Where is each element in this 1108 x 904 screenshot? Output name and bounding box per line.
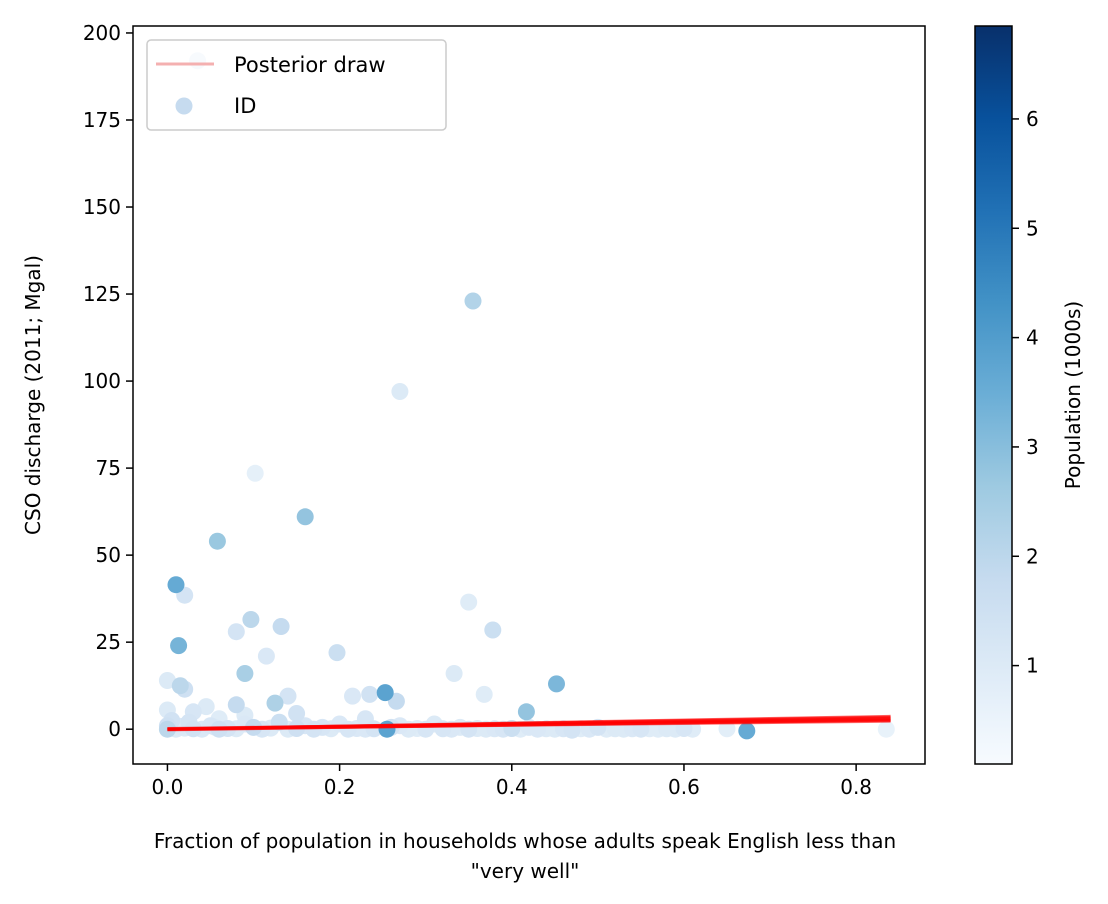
- colorbar-ticks: 1 2 3 4 5 6: [1012, 107, 1039, 678]
- x-tick-label: 0.0: [152, 775, 184, 799]
- scatter-point: [391, 383, 409, 400]
- scatter-point: [517, 703, 535, 721]
- scatter-point: [445, 665, 463, 682]
- scatter-point: [227, 623, 245, 641]
- y-axis-label: CSO discharge (2011; Mgal): [21, 255, 45, 535]
- y-tick-label: 100: [83, 369, 121, 393]
- scatter-point: [170, 637, 188, 655]
- x-axis-label: Fraction of population in households who…: [154, 829, 896, 883]
- x-axis: 0.0 0.2 0.4 0.6 0.8: [152, 764, 872, 799]
- scatter-point: [227, 696, 245, 714]
- scatter-point: [266, 694, 284, 712]
- scatter-point: [158, 672, 176, 689]
- legend-marker-swatch: [175, 97, 193, 115]
- scatter-point: [208, 532, 226, 550]
- scatter-point: [279, 687, 297, 705]
- x-tick-label: 0.8: [840, 775, 872, 799]
- scatter-point: [236, 665, 254, 682]
- colorbar-gradient: [974, 25, 1013, 765]
- colorbar-tick-label: 6: [1026, 107, 1039, 131]
- scatter-point: [171, 677, 189, 695]
- posterior-draw-line: [167, 718, 891, 731]
- scatter-point: [484, 621, 502, 639]
- colorbar-tick-label: 3: [1026, 435, 1039, 459]
- x-tick-label: 0.6: [668, 775, 700, 799]
- scatter-point: [339, 720, 357, 738]
- y-tick-label: 0: [108, 717, 121, 741]
- scatter-point: [718, 720, 736, 738]
- plot-background: [133, 26, 925, 764]
- scatter-point: [738, 722, 756, 740]
- y-tick-label: 50: [96, 543, 121, 567]
- scatter-point: [296, 508, 314, 526]
- y-tick-label: 150: [83, 195, 121, 219]
- scatter-point: [288, 705, 306, 722]
- scatter-point: [158, 720, 176, 738]
- scatter-point: [475, 685, 493, 703]
- colorbar-tick-label: 1: [1026, 654, 1039, 678]
- colorbar: 1 2 3 4 5 6 Population (1000s): [974, 25, 1085, 765]
- legend-label-id: ID: [234, 94, 256, 118]
- scatter-point: [344, 687, 361, 705]
- colorbar-label: Population (1000s): [1061, 301, 1085, 489]
- scatter-point: [460, 593, 478, 611]
- colorbar-tick-label: 2: [1026, 544, 1039, 568]
- scatter-point: [242, 611, 260, 628]
- scatter-point: [328, 644, 346, 662]
- plot-frame: [132, 25, 926, 765]
- plot-area: [132, 25, 926, 765]
- scatter-point: [167, 576, 185, 594]
- y-tick-label: 175: [83, 108, 121, 132]
- scatter-point: [272, 618, 290, 635]
- y-tick-label: 200: [83, 21, 121, 45]
- scatter-point: [257, 647, 275, 665]
- legend-box: [146, 39, 447, 131]
- colorbar-tick-label: 4: [1026, 326, 1039, 350]
- scatter-point: [464, 292, 482, 310]
- x-tick-label: 0.2: [324, 775, 356, 799]
- y-tick-label: 25: [96, 630, 121, 654]
- scatter-point: [361, 685, 379, 703]
- x-axis-label-line-2: "very well": [471, 859, 580, 883]
- y-tick-label: 125: [83, 282, 121, 306]
- scatter-point: [378, 720, 396, 738]
- colorbar-tick-label: 5: [1026, 216, 1039, 240]
- scatter-point: [877, 720, 895, 738]
- scatter-point: [197, 698, 215, 716]
- x-axis-label-line-1: Fraction of population in households who…: [154, 829, 896, 853]
- y-axis: 0 25 50 75 100 125 150 175 200: [83, 21, 133, 741]
- x-tick-label: 0.4: [496, 775, 528, 799]
- scatter-point: [548, 675, 565, 693]
- legend-label-posterior-draw: Posterior draw: [234, 53, 386, 77]
- scatter-point: [376, 684, 394, 702]
- legend: Posterior draw ID: [146, 39, 447, 131]
- posterior-lines: [167, 714, 891, 732]
- scatter-point: [246, 464, 264, 482]
- y-tick-label: 75: [96, 456, 121, 480]
